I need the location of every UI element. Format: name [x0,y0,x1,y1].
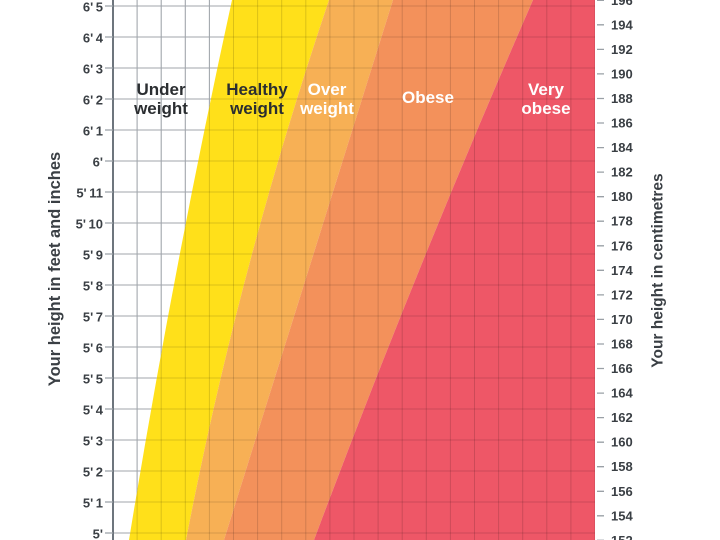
svg-text:170: 170 [611,312,633,327]
svg-text:weight: weight [133,99,188,118]
svg-text:184: 184 [611,140,633,155]
svg-text:weight: weight [299,99,354,118]
svg-text:5' 6: 5' 6 [83,341,103,356]
svg-text:6' 5: 6' 5 [83,0,103,15]
svg-text:152: 152 [611,533,633,540]
svg-text:Your height in feet and inches: Your height in feet and inches [46,152,64,386]
svg-text:5' 10: 5' 10 [76,217,103,232]
svg-text:6' 3: 6' 3 [83,62,103,77]
svg-text:5' 11: 5' 11 [76,186,103,201]
svg-text:5' 7: 5' 7 [83,310,103,325]
svg-text:6' 2: 6' 2 [83,93,103,108]
svg-text:5' 1: 5' 1 [83,496,103,511]
svg-text:158: 158 [611,459,633,474]
svg-text:5' 8: 5' 8 [83,279,103,294]
svg-text:154: 154 [611,508,633,523]
svg-text:6' 1: 6' 1 [83,124,103,139]
svg-text:weight: weight [229,99,284,118]
svg-text:Obese: Obese [402,88,454,107]
svg-text:174: 174 [611,263,633,278]
svg-text:190: 190 [611,66,633,81]
svg-text:5' 9: 5' 9 [83,248,103,263]
svg-text:Over: Over [308,80,347,99]
svg-text:5': 5' [93,527,103,540]
svg-text:168: 168 [611,337,633,352]
svg-text:5' 2: 5' 2 [83,465,103,480]
svg-text:178: 178 [611,214,633,229]
svg-text:194: 194 [611,17,633,32]
svg-text:Very: Very [528,80,564,99]
svg-text:172: 172 [611,287,633,302]
svg-text:Your height in centimetres: Your height in centimetres [650,173,667,367]
svg-text:164: 164 [611,386,633,401]
svg-text:186: 186 [611,116,633,131]
svg-text:192: 192 [611,42,633,57]
svg-text:176: 176 [611,238,633,253]
svg-text:Healthy: Healthy [226,80,288,99]
svg-text:5' 3: 5' 3 [83,434,103,449]
svg-text:6' 4: 6' 4 [83,31,104,46]
svg-text:188: 188 [611,91,633,106]
svg-text:196: 196 [611,0,633,8]
svg-text:160: 160 [611,435,633,450]
svg-text:obese: obese [521,99,570,118]
svg-text:180: 180 [611,189,633,204]
svg-text:Under: Under [136,80,186,99]
svg-text:162: 162 [611,410,633,425]
svg-text:5' 5: 5' 5 [83,372,103,387]
svg-text:5' 4: 5' 4 [83,403,104,418]
svg-text:182: 182 [611,165,633,180]
svg-text:166: 166 [611,361,633,376]
svg-text:6': 6' [93,155,103,170]
svg-text:156: 156 [611,484,633,499]
